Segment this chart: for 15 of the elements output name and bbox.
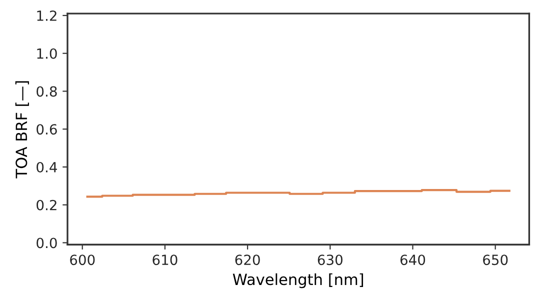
x-tick-label: 630 — [318, 254, 342, 266]
x-tick-label: 600 — [70, 254, 95, 266]
x-tick-label: 620 — [235, 254, 260, 266]
y-tick-label: 1.0 — [37, 48, 57, 59]
y-axis-title: TOA BRF [—] — [15, 81, 29, 178]
y-tick-label: 0.8 — [36, 86, 57, 97]
y-tick-label: 1.2 — [37, 10, 56, 21]
x-axis-title: Wavelength [nm] — [232, 273, 364, 288]
x-tick-label: 610 — [152, 254, 178, 266]
y-tick-label: 0.4 — [36, 162, 57, 172]
x-tick-label: 640 — [400, 254, 426, 266]
y-tick-label: 0.6 — [36, 124, 57, 135]
y-tick-label: 0.0 — [36, 238, 57, 248]
y-tick-label: 0.2 — [36, 200, 56, 210]
x-tick-label: 650 — [483, 254, 508, 266]
